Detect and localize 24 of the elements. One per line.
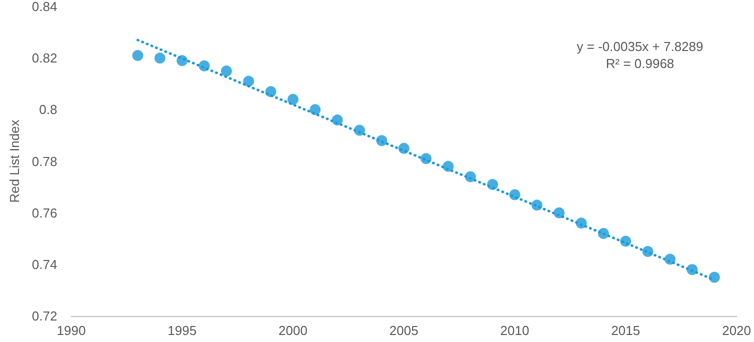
y-tick-label: 0.84: [32, 0, 58, 14]
y-tick-label: 0.76: [32, 205, 58, 220]
x-tick-label: 2020: [722, 323, 751, 338]
annotation: R² = 0.9968: [606, 56, 674, 71]
point: [154, 52, 166, 64]
point: [287, 94, 298, 105]
point: [310, 104, 321, 116]
point: [220, 65, 232, 76]
x-tick-label: 2015: [611, 323, 640, 338]
x-tick-label: 1990: [56, 323, 86, 338]
y-tick-label: 0.82: [32, 50, 58, 66]
y-tick-label: 0.78: [32, 154, 58, 169]
x-tick-label: 2000: [278, 323, 308, 338]
y-tick-label: 0.8: [39, 102, 58, 118]
annotation: y = -0.0035x + 7.8289: [576, 39, 704, 54]
point: [132, 50, 144, 61]
y-axis-title: Red List Index: [7, 119, 22, 203]
y-tick-label: 0.74: [32, 256, 58, 272]
point: [243, 76, 254, 87]
x-tick-label: 2010: [500, 323, 530, 338]
x-tick-label: 2005: [389, 323, 418, 338]
y-tick-label: 0.72: [32, 308, 58, 324]
x-tick-label: 1995: [168, 323, 197, 338]
point: [708, 272, 720, 283]
